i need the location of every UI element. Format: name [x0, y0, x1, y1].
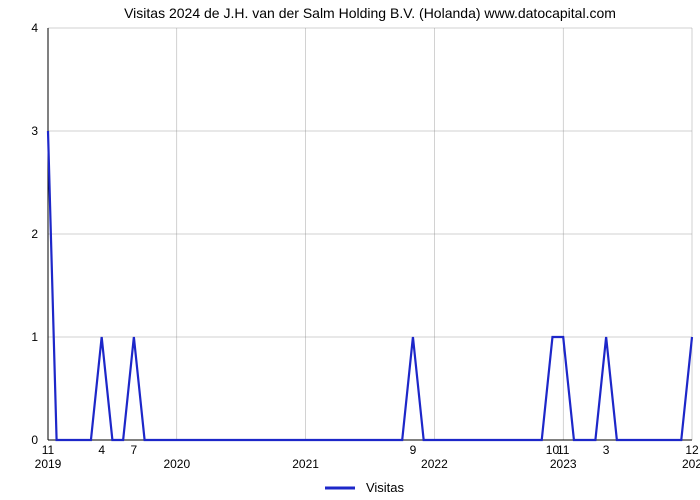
- y-tick-label: 0: [31, 433, 38, 447]
- chart-background: [0, 0, 700, 500]
- x-month-label: 4: [98, 443, 105, 457]
- y-tick-label: 3: [31, 124, 38, 138]
- y-tick-label: 2: [31, 227, 38, 241]
- x-year-label: 2020: [163, 457, 190, 471]
- x-year-label: 2019: [35, 457, 62, 471]
- y-tick-label: 4: [31, 21, 38, 35]
- x-month-label: 9: [410, 443, 417, 457]
- y-tick-label: 1: [31, 330, 38, 344]
- x-month-label: 7: [131, 443, 138, 457]
- x-year-label: 2021: [292, 457, 319, 471]
- visits-line-chart: 0123420192020202120222023202114791011312…: [0, 0, 700, 500]
- chart-title: Visitas 2024 de J.H. van der Salm Holdin…: [124, 5, 616, 21]
- x-year-label: 202: [682, 457, 700, 471]
- x-month-label: 11: [557, 443, 570, 457]
- x-year-label: 2023: [550, 457, 577, 471]
- x-month-label: 3: [603, 443, 610, 457]
- x-month-label: 11: [42, 443, 55, 457]
- x-year-label: 2022: [421, 457, 448, 471]
- legend-label: Visitas: [366, 480, 405, 495]
- x-month-label: 12: [685, 443, 699, 457]
